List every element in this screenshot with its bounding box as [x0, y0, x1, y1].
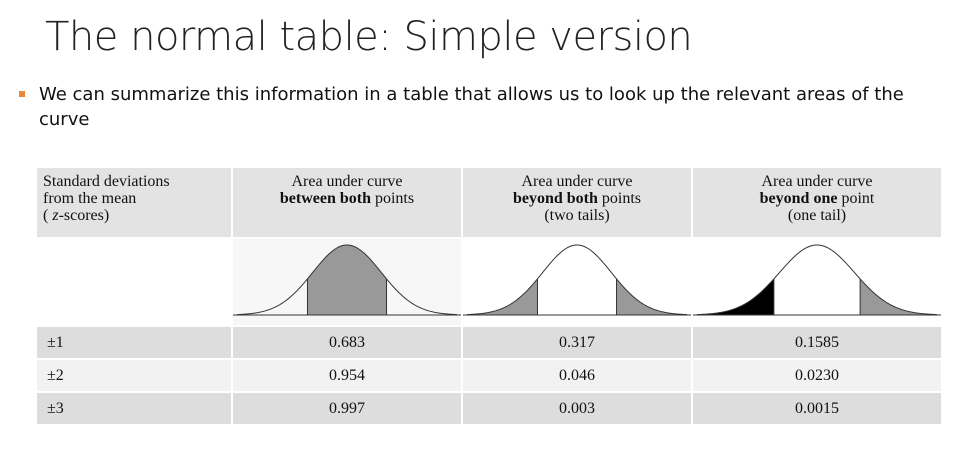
header-two-tails-rest: points — [597, 190, 642, 207]
header-z-line2: from the mean — [43, 190, 137, 207]
header-one-tail-line1: Area under curve — [761, 173, 873, 190]
two-tails-value: 0.003 — [463, 393, 691, 424]
header-one-tail-line3: (one tail) — [787, 207, 847, 224]
normal-curve-one-tail — [693, 244, 941, 316]
curve-cell-one-tail — [693, 239, 941, 325]
header-between-both: Area under curve between both points — [233, 168, 461, 237]
header-z-line3-post: -scores) — [58, 207, 110, 224]
slide-title: The normal table: Simple version — [45, 14, 693, 60]
normal-curve-between-both — [233, 239, 461, 325]
table-header-row: Standard deviations from the mean ( z-sc… — [37, 168, 941, 237]
header-two-tails-bold: beyond both — [512, 190, 598, 207]
between-value: 0.954 — [233, 360, 461, 391]
curve-cell-two-tails — [463, 239, 691, 325]
z-cell: ±2 — [37, 360, 231, 391]
header-two-tails-line1: Area under curve — [521, 173, 633, 190]
header-between-line2: between both points — [233, 190, 461, 207]
normal-table: Standard deviations from the mean ( z-sc… — [35, 166, 943, 426]
header-two-tails: Area under curve beyond both points (two… — [463, 168, 691, 237]
bullet-marker — [19, 91, 25, 97]
z-cell: ±1 — [37, 327, 231, 358]
normal-curve-two-tails — [463, 244, 691, 316]
curve-outline — [466, 244, 688, 316]
header-one-tail-bold: beyond one — [759, 190, 838, 207]
curve-outline — [696, 244, 938, 316]
curve-row — [37, 239, 941, 325]
two-tails-value: 0.317 — [463, 327, 691, 358]
one-tail-value: 0.0015 — [693, 393, 941, 424]
header-one-tail-line2: beyond one point — [693, 190, 941, 207]
shaded-left-tail — [467, 278, 538, 315]
curve-empty-cell — [37, 239, 231, 325]
header-between-rest: points — [370, 190, 415, 207]
table-row: ±3 0.997 0.003 0.0015 — [37, 393, 941, 424]
between-value: 0.997 — [233, 393, 461, 424]
curve-cell-between — [233, 239, 461, 325]
shaded-right-tail — [616, 278, 687, 315]
table-row: ±2 0.954 0.046 0.0230 — [37, 360, 941, 391]
header-z-line3: ( z-scores) — [43, 207, 231, 224]
z-cell: ±3 — [37, 393, 231, 424]
curve-outline — [236, 244, 458, 316]
between-value: 0.683 — [233, 327, 461, 358]
header-z-italic: z — [52, 207, 59, 224]
header-z-line3-pre: ( — [43, 207, 53, 224]
header-between-bold: between both — [279, 190, 371, 207]
two-tails-value: 0.046 — [463, 360, 691, 391]
header-z-line1: Standard deviations — [43, 173, 170, 190]
header-two-tails-line2: beyond both points — [463, 190, 691, 207]
header-two-tails-line3: (two tails) — [544, 207, 610, 224]
one-tail-value: 0.0230 — [693, 360, 941, 391]
shaded-middle-area — [307, 245, 387, 315]
header-one-tail: Area under curve beyond one point (one t… — [693, 168, 941, 237]
table-row: ±1 0.683 0.317 0.1585 — [37, 327, 941, 358]
shaded-right-tail — [860, 278, 937, 315]
black-left-tail — [697, 278, 774, 315]
header-between-line1: Area under curve — [291, 173, 403, 190]
header-z-scores: Standard deviations from the mean ( z-sc… — [37, 168, 231, 237]
bullet-text: We can summarize this information in a t… — [39, 84, 904, 130]
header-one-tail-rest: point — [837, 190, 875, 207]
one-tail-value: 0.1585 — [693, 327, 941, 358]
bullet-item: We can summarize this information in a t… — [19, 82, 949, 132]
